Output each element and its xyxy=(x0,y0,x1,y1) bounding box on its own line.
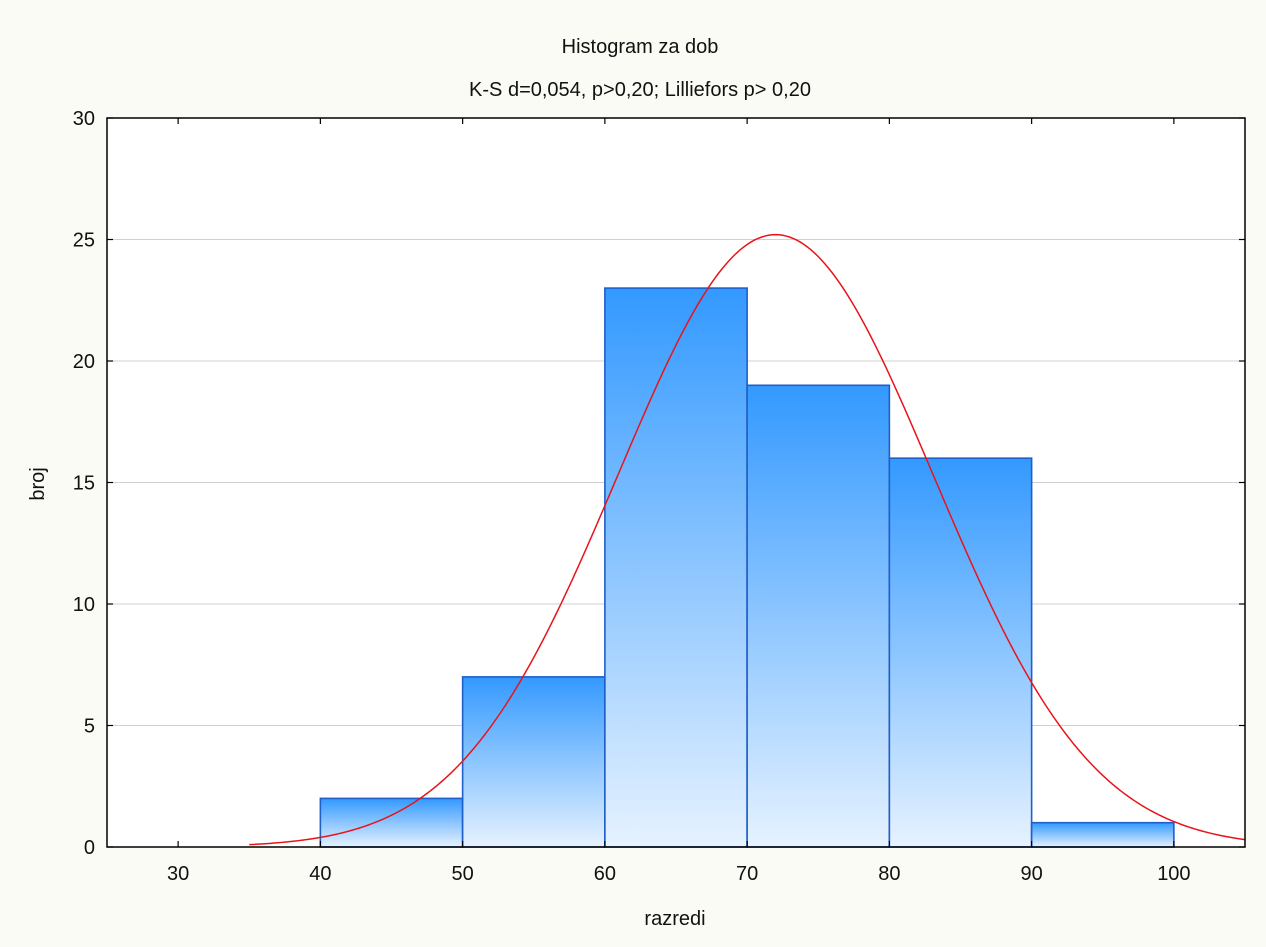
x-tick-label-40: 40 xyxy=(309,863,331,885)
histogram-bar-5 xyxy=(1030,821,1175,848)
x-tick-label-30: 30 xyxy=(167,863,189,885)
y-tick-label-10: 10 xyxy=(73,594,95,616)
y-tick-label-30: 30 xyxy=(73,108,95,130)
y-tick-label-20: 20 xyxy=(73,351,95,373)
x-tick-label-80: 80 xyxy=(878,863,900,885)
x-tick-label-60: 60 xyxy=(594,863,616,885)
y-tick-label-5: 5 xyxy=(84,716,95,738)
x-tick-label-90: 90 xyxy=(1021,863,1043,885)
y-tick-label-25: 25 xyxy=(73,230,95,252)
x-tick-label-50: 50 xyxy=(452,863,474,885)
x-tick-label-70: 70 xyxy=(736,863,758,885)
chart-subtitle: K-S d=0,054, p>0,20; Lilliefors p> 0,20 xyxy=(469,79,811,101)
histogram-bar-1 xyxy=(461,676,606,848)
axis-ticks: 30 40 50 60 70 80 90 100 0 5 10 15 20 25 30 xyxy=(73,108,1245,885)
x-tick-label-100: 100 xyxy=(1157,863,1190,885)
histogram-bar-0 xyxy=(319,797,464,848)
histogram-bars xyxy=(319,287,1175,848)
x-axis-label: razredi xyxy=(644,908,705,930)
y-tick-label-0: 0 xyxy=(84,837,95,859)
histogram-bar-4 xyxy=(888,457,1033,848)
chart-title: Histogram za dob xyxy=(562,36,719,58)
histogram-bar-2 xyxy=(604,287,748,848)
y-tick-label-15: 15 xyxy=(73,473,95,495)
histogram-bar-3 xyxy=(746,384,891,848)
normal-curve-line xyxy=(249,233,1246,846)
y-axis-label: broj xyxy=(27,467,49,500)
